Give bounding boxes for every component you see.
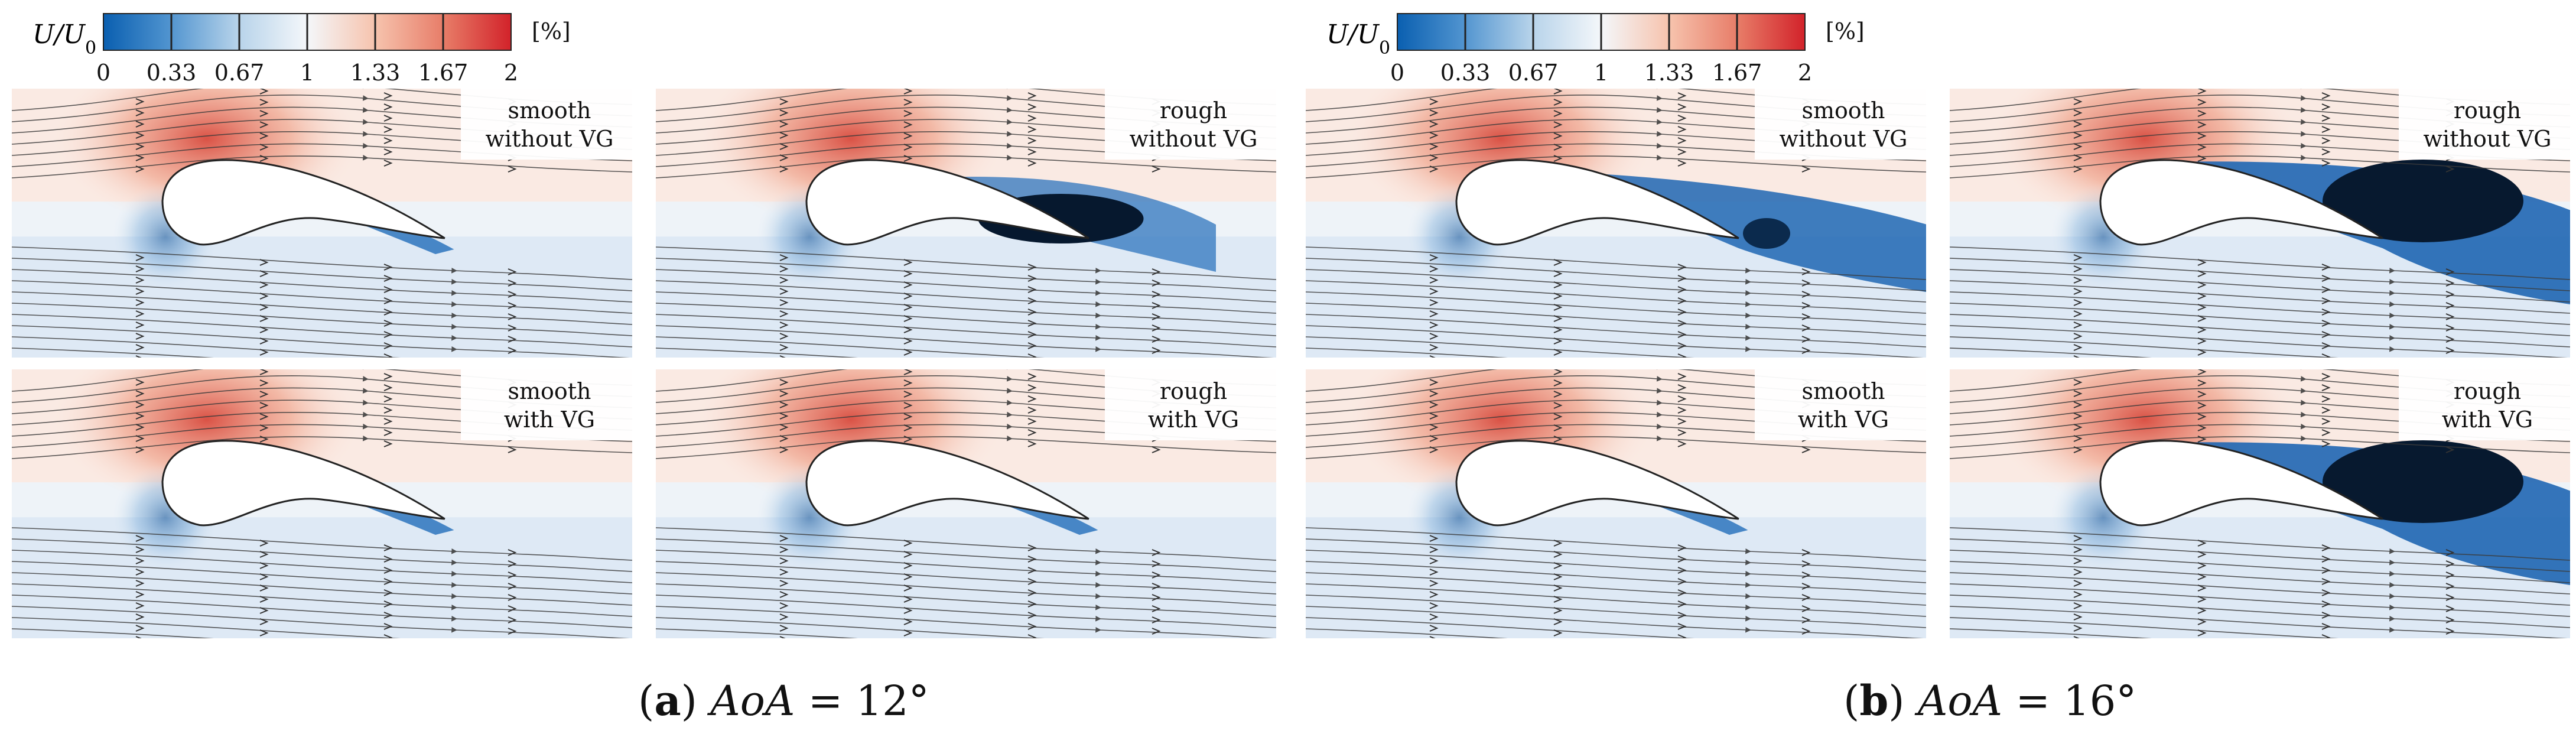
panel-label-box xyxy=(1105,89,1276,160)
airfoil-shape xyxy=(161,159,445,246)
panel-label-line1: rough xyxy=(2454,378,2521,404)
colorbar-unit: [%] xyxy=(532,18,571,44)
colorbar-tick-label: 0 xyxy=(96,60,110,86)
colorbar-tick-label: 1.33 xyxy=(1644,60,1694,86)
colorbar-tick-label: 2 xyxy=(1798,60,1812,86)
colorbar-group-a: U/U00 0.33 0.67 1 1.33 1.67 2 [%] xyxy=(32,13,571,86)
airfoil-shape xyxy=(1455,440,1739,527)
caption-a: (a) AoA = 12° xyxy=(638,676,929,725)
colorbar-tick-label: 1 xyxy=(300,60,314,86)
recirculation-vortex xyxy=(2323,440,2523,523)
airfoil-shape xyxy=(2099,159,2383,246)
colorbar-variable-label: U/U0 xyxy=(32,20,96,59)
flow-panel-a-3: rough with VG xyxy=(656,369,1276,638)
panel-label-box xyxy=(1105,369,1276,440)
panel-label-line1: rough xyxy=(1160,98,1227,124)
panel-label-line2: without VG xyxy=(486,126,614,152)
airfoil-shape xyxy=(805,440,1089,527)
colorbar-tick-label: 1.33 xyxy=(350,60,401,86)
recirculation-vortex xyxy=(1743,218,1790,249)
streamlines xyxy=(1306,369,1926,638)
panel-label-line1: smooth xyxy=(1801,378,1885,404)
flow-panel-b-2: smooth with VG xyxy=(1306,369,1926,638)
colorbar-tick-label: 2 xyxy=(504,60,518,86)
flow-panel-b-3: rough with VG xyxy=(1950,369,2570,638)
airfoil-shape xyxy=(161,440,445,527)
panel-label-line1: rough xyxy=(2454,98,2521,124)
panel-label-box xyxy=(1755,369,1926,440)
colorbar-tick-label: 0.33 xyxy=(1440,60,1491,86)
airfoil-shape xyxy=(805,159,1089,246)
colorbar-tick-label: 0.33 xyxy=(147,60,197,86)
caption-b: (b) AoA = 16° xyxy=(1843,676,2136,725)
panel-label-line2: without VG xyxy=(2424,126,2552,152)
colorbar-variable-label: U/U0 xyxy=(1326,20,1390,59)
colorbar-tick-label: 0.67 xyxy=(214,60,265,86)
panel-label-line2: with VG xyxy=(1148,407,1239,433)
streamlines xyxy=(1950,369,2570,638)
colorbar-tick-label: 0 xyxy=(1390,60,1404,86)
panel-label-box xyxy=(2399,369,2570,440)
airfoil-shape xyxy=(1455,159,1739,246)
panel-label-line1: smooth xyxy=(1801,98,1885,124)
panel-label-line1: rough xyxy=(1160,378,1227,404)
panel-label-line2: without VG xyxy=(1780,126,1908,152)
flow-panel-a-2: smooth with VG xyxy=(12,369,632,638)
colorbar-tick-label: 1.67 xyxy=(1712,60,1762,86)
panel-label-line2: with VG xyxy=(504,407,595,433)
airfoil-shape xyxy=(2099,440,2383,527)
panel-label-line2: without VG xyxy=(1130,126,1258,152)
panel-label-line2: with VG xyxy=(2442,407,2533,433)
colorbar-tick-label: 0.67 xyxy=(1508,60,1559,86)
panel-label-line1: smooth xyxy=(508,378,591,404)
panel-label-box xyxy=(1755,89,1926,160)
colorbar-unit: [%] xyxy=(1826,18,1865,44)
panel-label-line1: smooth xyxy=(508,98,591,124)
panel-label-box xyxy=(2399,89,2570,160)
colorbar-tick-label: 1 xyxy=(1594,60,1608,86)
panel-label-line2: with VG xyxy=(1798,407,1889,433)
panel-label-box xyxy=(461,369,632,440)
panel-label-box xyxy=(461,89,632,160)
colorbar-tick-label: 1.67 xyxy=(418,60,469,86)
colorbar-group-b: U/U00 0.33 0.67 1 1.33 1.67 2 [%] xyxy=(1326,13,1865,86)
recirculation-vortex xyxy=(2323,160,2523,242)
